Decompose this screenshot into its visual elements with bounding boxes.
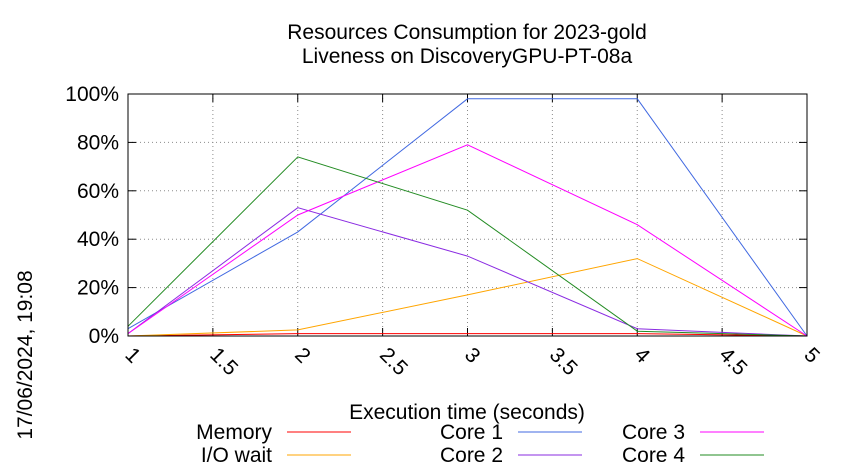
- series-line-core-2: [127, 207, 808, 337]
- series-line-i-o-wait: [127, 258, 808, 337]
- x-tick-label: 3.5: [545, 343, 582, 380]
- y-tick-label: 0%: [89, 325, 119, 348]
- legend-label: I/O wait: [201, 444, 272, 467]
- x-tick-label: 5: [799, 343, 824, 368]
- y-tick-label: 40%: [77, 228, 119, 251]
- plot-border: [127, 93, 808, 337]
- y-axis-ticks: 0% 20% 40% 60% 80% 100%: [65, 83, 807, 348]
- x-tick-label: 2.5: [375, 343, 412, 380]
- series-lines: [127, 98, 808, 337]
- legend-label: Core 2: [440, 444, 503, 467]
- x-tick-label: 4: [630, 343, 655, 368]
- x-tick-label: 2: [290, 343, 315, 368]
- series-line-core-3: [127, 144, 808, 337]
- y-tick-label: 80%: [77, 131, 119, 154]
- legend-item: Core 2: [440, 444, 582, 467]
- legend-item: Core 1: [440, 421, 582, 444]
- legend-item: I/O wait: [201, 444, 351, 467]
- legend-item: Core 4: [622, 444, 764, 467]
- x-tick-label: 3: [460, 343, 485, 368]
- x-axis-title: Execution time (seconds): [349, 401, 585, 424]
- x-tick-label: 4.5: [715, 343, 752, 380]
- legend-label: Core 4: [622, 444, 685, 467]
- legend-label: Memory: [196, 421, 272, 444]
- series-line-core-1: [127, 98, 808, 337]
- chart-title: Resources Consumption for 2023-gold: [287, 21, 647, 44]
- chart-subtitle: Liveness on DiscoveryGPU-PT-08a: [302, 45, 633, 68]
- timestamp: 17/06/2024, 19:08: [14, 270, 37, 439]
- x-tick-label: 1.5: [205, 343, 242, 380]
- y-tick-label: 100%: [65, 83, 119, 106]
- series-line-core-4: [127, 156, 808, 337]
- legend-label: Core 3: [622, 421, 685, 444]
- grid: [127, 93, 808, 337]
- x-tick-label: 1: [120, 343, 145, 368]
- series-line-memory: [127, 333, 808, 337]
- legend-item: Memory: [196, 421, 351, 444]
- x-axis-ticks: 1 1.5 2 2.5 3 3.5 4 4.5 5: [120, 94, 824, 380]
- y-tick-label: 60%: [77, 180, 119, 203]
- legend-item: Core 3: [622, 421, 764, 444]
- y-tick-label: 20%: [77, 277, 119, 300]
- legend-label: Core 1: [440, 421, 503, 444]
